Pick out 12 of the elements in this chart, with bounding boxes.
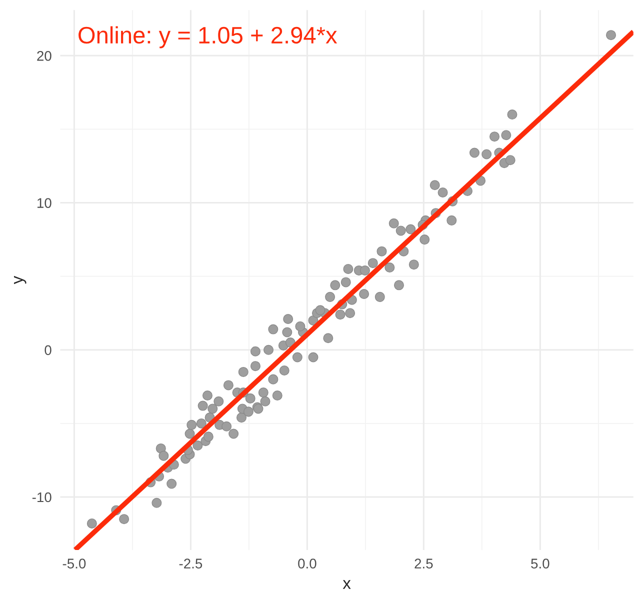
y-tick-label: 20 xyxy=(37,51,52,61)
annotation: Online: y = 1.05 + 2.94*x xyxy=(78,26,338,48)
y-tick-label: 10 xyxy=(38,198,52,208)
x-tick-label: 2.5 xyxy=(414,558,433,569)
x-tick-label: -5.0 xyxy=(62,558,86,569)
y-tick-label: -10 xyxy=(32,492,52,502)
x-tick-label: -2.5 xyxy=(179,558,202,569)
x-tick-label: 5.0 xyxy=(531,558,550,569)
y-tick-label: 0 xyxy=(44,345,52,356)
x-axis-title: x xyxy=(342,580,351,589)
x-tick-label: 0.0 xyxy=(298,558,316,569)
y-axis-title: y xyxy=(14,276,26,284)
